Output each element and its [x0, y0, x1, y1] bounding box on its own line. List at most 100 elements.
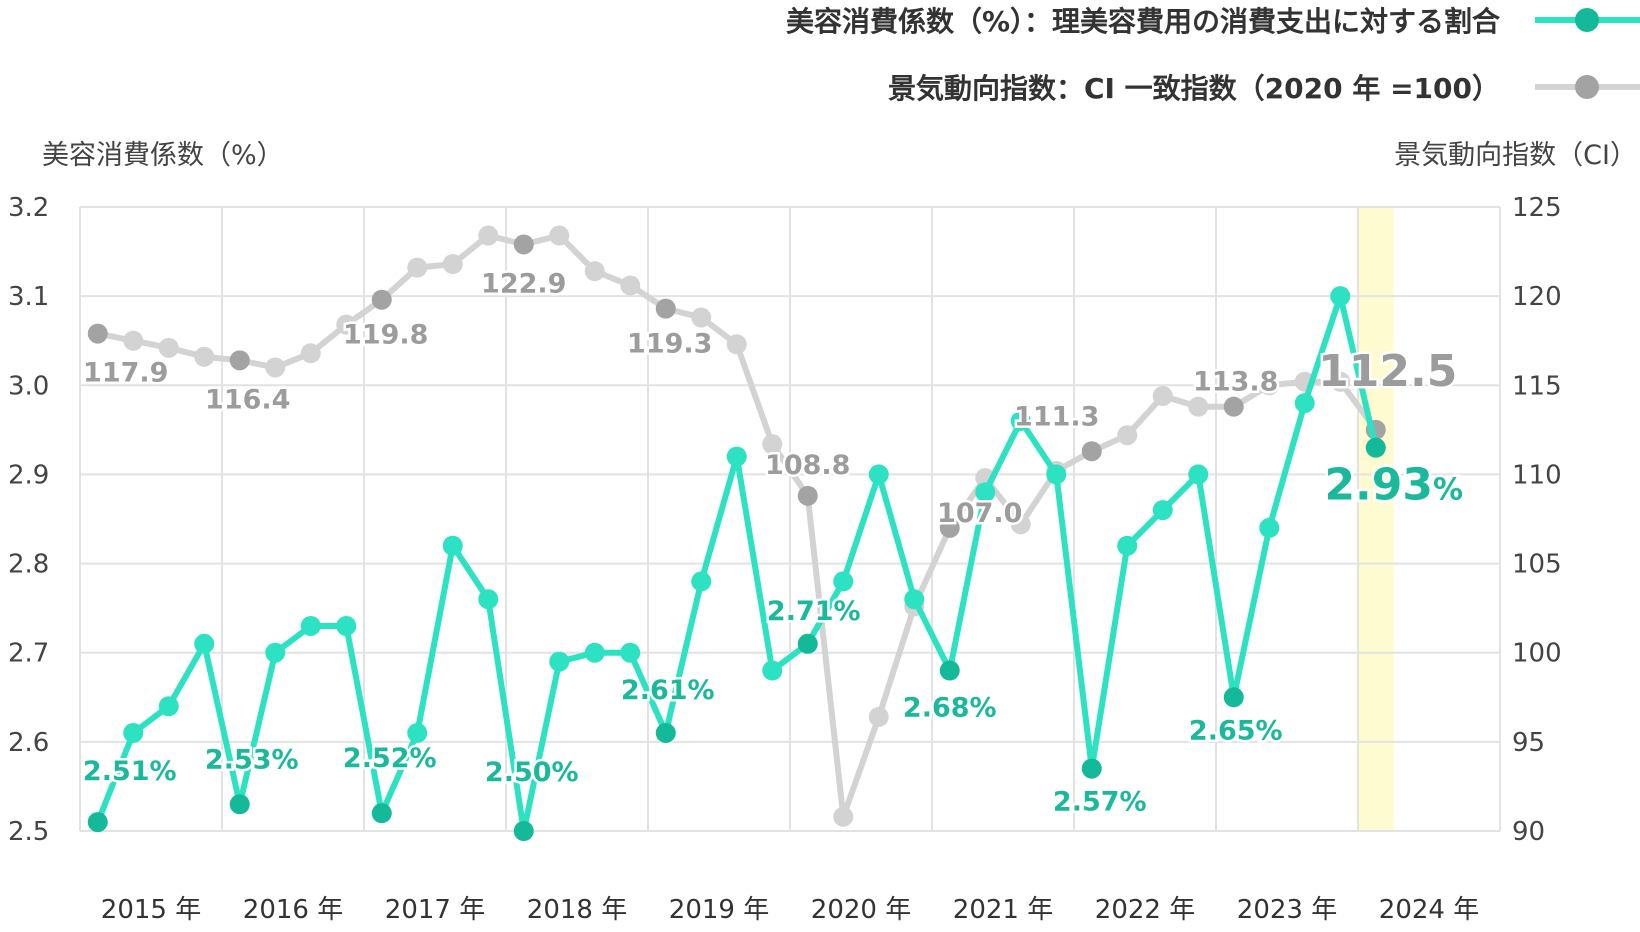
data-point [691, 571, 712, 592]
data-point [265, 357, 286, 378]
x-tick-label: 2019 年 [669, 895, 769, 925]
highlight-band-2024 [1358, 207, 1394, 831]
ci-data-label: 117.9 [83, 358, 168, 389]
data-point [1010, 514, 1031, 535]
data-point [1330, 371, 1351, 392]
ci-data-label: 113.8 [1193, 367, 1278, 398]
right-axis-title: 景気動向指数（CI） [1394, 140, 1637, 171]
right-tick-label: 120 [1512, 282, 1562, 312]
data-point [1152, 500, 1173, 521]
left-tick-label: 2.9 [8, 460, 49, 490]
data-point [513, 234, 534, 255]
ci-data-label: 111.3 [1014, 401, 1099, 432]
data-point [1010, 410, 1031, 431]
left-tick-label: 3.1 [8, 282, 49, 312]
x-tick-label: 2020 年 [811, 895, 911, 925]
data-point [655, 298, 676, 319]
beauty-data-label: 2.61% [621, 675, 715, 706]
data-point [975, 482, 996, 503]
x-tick-label: 2021 年 [953, 895, 1053, 925]
legend-marker-ci-index [1575, 75, 1599, 99]
data-point [194, 346, 215, 367]
left-axis-ticks: 2.5 2.6 2.7 2.8 2.9 3.0 3.1 3.2 [8, 193, 49, 847]
data-point [1259, 375, 1280, 396]
data-point [123, 330, 144, 351]
data-point [549, 651, 570, 672]
data-point [1223, 687, 1244, 708]
data-point [868, 706, 889, 727]
left-tick-label: 3.0 [8, 371, 49, 401]
x-tick-label: 2015 年 [101, 895, 201, 925]
data-point [762, 660, 783, 681]
data-point [478, 225, 499, 246]
data-point [158, 337, 179, 358]
data-point [407, 257, 428, 278]
data-point [868, 464, 889, 485]
data-point [513, 821, 534, 841]
data-point [265, 642, 286, 663]
data-point [1259, 517, 1280, 538]
data-point [726, 446, 747, 467]
ci-data-label: 108.8 [765, 450, 850, 481]
data-point [762, 434, 783, 455]
beauty-data-label: 2.65% [1189, 715, 1283, 746]
beauty-data-label: 2.51% [83, 756, 177, 787]
beauty-data-label: 2.50% [485, 757, 579, 788]
data-point [336, 615, 357, 636]
data-point [939, 517, 960, 538]
left-tick-label: 3.2 [8, 193, 49, 223]
right-tick-label: 125 [1512, 193, 1562, 223]
ci-data-label: 107.0 [937, 498, 1022, 529]
data-point [1223, 396, 1244, 417]
series-line [94, 232, 1379, 820]
data-point [620, 275, 641, 296]
data-point [229, 794, 250, 815]
data-point [1365, 437, 1386, 458]
beauty-data-label: 2.52% [343, 743, 437, 774]
x-tick-label: 2016 年 [243, 895, 343, 925]
data-point [442, 535, 463, 556]
data-point [87, 323, 108, 344]
data-point [1081, 441, 1102, 462]
highlight-band [1358, 207, 1394, 831]
right-tick-label: 115 [1512, 371, 1562, 401]
data-point [797, 485, 818, 506]
beauty-coefficient-data-labels: 2.51% 2.53% 2.52% 2.50% 2.61% 2.71% 2.68% 2.57%… [80, 457, 1465, 820]
data-point [549, 225, 570, 246]
ci-data-label: 122.9 [481, 268, 566, 299]
data-point [371, 289, 392, 310]
data-point [300, 343, 321, 364]
right-tick-label: 110 [1512, 460, 1562, 490]
left-tick-label: 2.7 [8, 639, 49, 669]
data-point [797, 633, 818, 654]
data-point [620, 642, 641, 663]
beauty-coefficient-series [87, 286, 1386, 841]
data-point [300, 615, 321, 636]
left-tick-label: 2.6 [8, 728, 49, 758]
data-point [87, 812, 108, 833]
right-tick-label: 100 [1512, 639, 1562, 669]
data-point [691, 307, 712, 328]
data-point [584, 261, 605, 282]
data-point [939, 660, 960, 681]
data-point [478, 589, 499, 610]
data-point [194, 633, 215, 654]
legend: 美容消費係数（%）：理美容費用の消費支出に対する割合 景気動向指数：CI 一致指… [786, 5, 1640, 105]
beauty-data-label: 2.71% [767, 596, 861, 627]
data-point [1046, 464, 1067, 485]
data-point [1294, 393, 1315, 414]
left-tick-label: 2.8 [8, 550, 49, 580]
x-axis-labels: 2015 年 2016 年 2017 年 2018 年 2019 年 2020 年 2021… [101, 895, 1479, 925]
data-point [1188, 396, 1209, 417]
beauty-data-label-value: 2.93 [1324, 460, 1433, 511]
data-point [407, 722, 428, 743]
beauty-data-label: 2.57% [1053, 787, 1147, 818]
ci-data-label: 119.3 [627, 329, 712, 360]
data-point [1188, 464, 1209, 485]
x-tick-label: 2022 年 [1095, 895, 1195, 925]
right-tick-label: 95 [1512, 728, 1545, 758]
right-axis-ticks: 90 95 100 105 110 115 120 125 [1512, 193, 1562, 847]
data-point [1081, 758, 1102, 779]
data-point [158, 696, 179, 717]
